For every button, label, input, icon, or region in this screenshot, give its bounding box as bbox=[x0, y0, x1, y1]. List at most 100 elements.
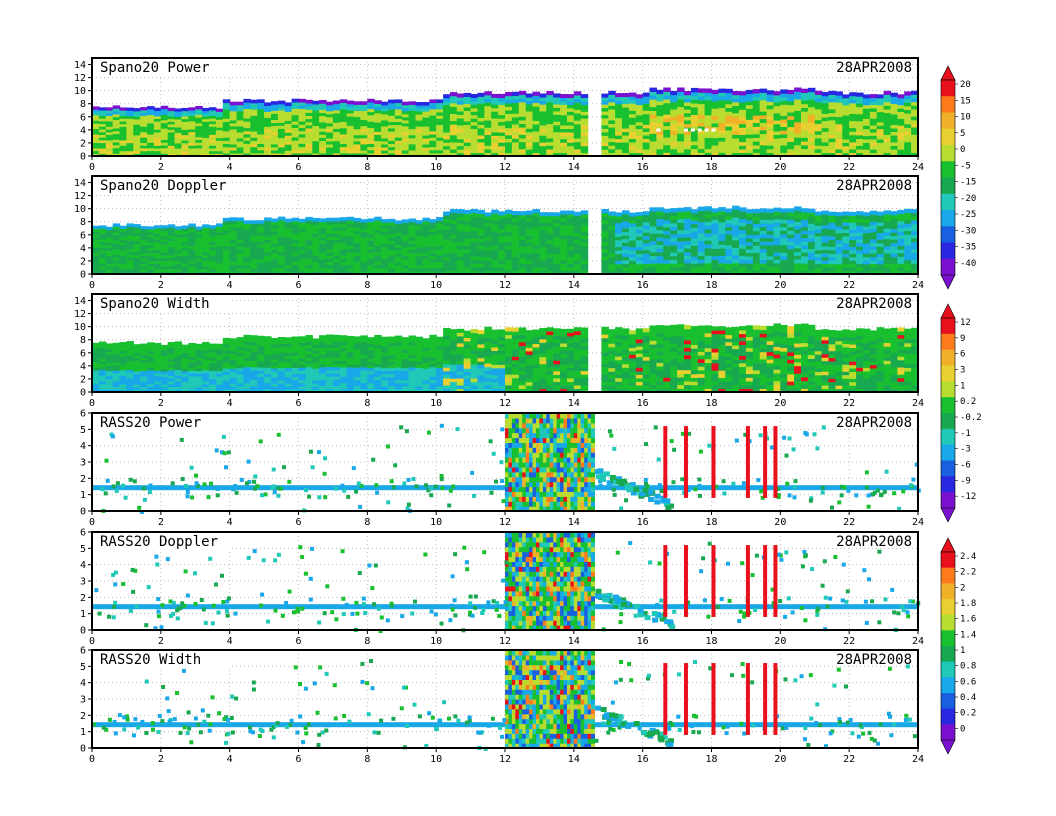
data-cell bbox=[862, 101, 871, 106]
data-cell bbox=[862, 270, 871, 275]
data-cell bbox=[622, 224, 630, 229]
data-cell bbox=[911, 209, 919, 214]
data-cell bbox=[456, 145, 465, 150]
data-cell bbox=[98, 344, 107, 348]
data-cell bbox=[339, 124, 348, 129]
data-cell bbox=[670, 141, 678, 146]
data-cell bbox=[291, 242, 300, 247]
data-cell bbox=[869, 228, 878, 233]
data-cell bbox=[284, 267, 293, 272]
data-cell bbox=[105, 126, 114, 130]
data-cell bbox=[498, 97, 506, 102]
data-cell bbox=[567, 228, 575, 233]
data-cell bbox=[567, 210, 575, 215]
data-cell bbox=[752, 212, 761, 217]
data-cell bbox=[140, 126, 148, 130]
data-cell bbox=[271, 113, 279, 117]
data-cell bbox=[229, 380, 238, 384]
data-cell bbox=[876, 253, 885, 258]
data-cell bbox=[670, 134, 678, 139]
data-cell bbox=[642, 270, 651, 275]
data-cell bbox=[105, 386, 114, 390]
data-cell bbox=[856, 127, 864, 132]
data-cell bbox=[236, 261, 245, 266]
data-cell bbox=[518, 267, 527, 272]
data-cell bbox=[635, 270, 644, 275]
data-cell bbox=[856, 131, 864, 136]
data-cell bbox=[856, 99, 864, 104]
data-cell bbox=[436, 149, 444, 154]
data-cell bbox=[539, 215, 547, 220]
data-cell bbox=[525, 270, 534, 275]
data-cell bbox=[911, 230, 919, 235]
data-cell bbox=[257, 124, 265, 129]
data-cell bbox=[794, 125, 802, 130]
data-cell bbox=[401, 146, 410, 151]
data-cell bbox=[174, 358, 183, 362]
data-cell bbox=[787, 141, 795, 146]
data-cell bbox=[807, 129, 816, 134]
data-cell bbox=[215, 248, 224, 253]
data-cell bbox=[153, 123, 162, 128]
data-cell bbox=[119, 383, 127, 388]
data-cell bbox=[780, 263, 788, 268]
data-cell bbox=[897, 121, 905, 126]
data-cell bbox=[560, 125, 568, 129]
data-cell bbox=[271, 368, 279, 372]
data-cell bbox=[511, 116, 520, 121]
data-cell bbox=[498, 214, 506, 219]
data-cell bbox=[284, 367, 293, 372]
x-tick-label: 14 bbox=[568, 280, 580, 291]
data-cell bbox=[477, 209, 485, 214]
data-cell bbox=[553, 110, 561, 115]
data-cell bbox=[635, 114, 644, 119]
data-cell bbox=[704, 232, 713, 237]
data-cell bbox=[773, 127, 781, 132]
data-cell bbox=[133, 362, 141, 367]
data-cell bbox=[401, 264, 410, 269]
data-cell bbox=[759, 266, 768, 271]
data-gap-cell bbox=[711, 128, 716, 132]
data-cell bbox=[312, 103, 320, 108]
data-cell bbox=[615, 222, 623, 227]
data-cell bbox=[422, 224, 430, 228]
data-cell bbox=[394, 259, 403, 263]
data-cell bbox=[195, 226, 203, 230]
data-cell bbox=[367, 152, 375, 157]
data-cell bbox=[663, 226, 671, 232]
data-cell bbox=[773, 141, 781, 146]
data-cell bbox=[264, 373, 272, 378]
data-cell bbox=[628, 131, 637, 136]
data-cell bbox=[92, 142, 100, 146]
data-cell bbox=[615, 246, 623, 251]
data-cell bbox=[573, 127, 582, 132]
data-cell bbox=[656, 236, 664, 242]
data-cell bbox=[546, 267, 554, 272]
data-cell bbox=[195, 147, 203, 152]
data-cell bbox=[147, 128, 155, 132]
data-cell bbox=[167, 145, 176, 149]
data-cell bbox=[112, 226, 121, 230]
data-cell bbox=[209, 137, 217, 141]
data-cell bbox=[470, 100, 479, 105]
data-cell bbox=[553, 128, 561, 133]
data-cell bbox=[215, 243, 224, 247]
data-cell bbox=[532, 209, 540, 214]
data-cell bbox=[573, 123, 582, 128]
data-cell bbox=[670, 252, 678, 257]
data-cell bbox=[257, 143, 265, 148]
data-cell bbox=[766, 208, 775, 213]
data-cell bbox=[821, 102, 830, 107]
data-cell bbox=[360, 143, 368, 148]
data-cell bbox=[222, 365, 231, 369]
data-cell bbox=[181, 137, 189, 141]
data-cell bbox=[732, 213, 740, 218]
data-cell bbox=[209, 126, 217, 130]
data-cell bbox=[195, 111, 203, 115]
data-cell bbox=[236, 361, 245, 366]
data-cell bbox=[92, 249, 100, 254]
data-cell bbox=[491, 142, 499, 147]
data-cell bbox=[752, 252, 761, 257]
data-cell bbox=[890, 99, 898, 104]
data-cell bbox=[394, 134, 403, 138]
